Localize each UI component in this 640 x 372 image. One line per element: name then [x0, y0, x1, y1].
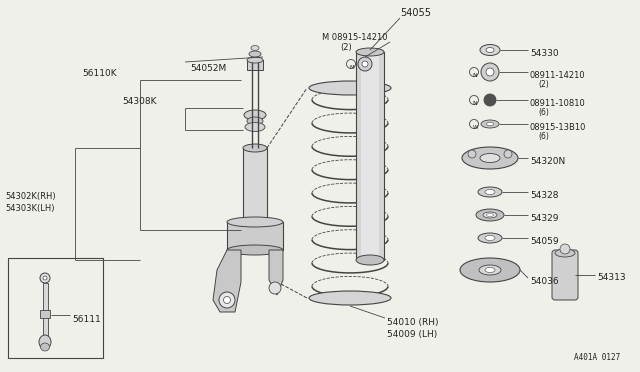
Ellipse shape — [39, 335, 51, 349]
Ellipse shape — [460, 258, 520, 282]
Ellipse shape — [243, 144, 267, 152]
Ellipse shape — [485, 267, 495, 273]
Text: 54303K(LH): 54303K(LH) — [5, 203, 54, 212]
Circle shape — [43, 276, 47, 280]
Ellipse shape — [245, 122, 265, 131]
Ellipse shape — [251, 45, 259, 51]
Ellipse shape — [476, 209, 504, 221]
Polygon shape — [269, 250, 283, 295]
Circle shape — [346, 60, 355, 68]
Polygon shape — [213, 250, 241, 312]
Ellipse shape — [485, 235, 495, 241]
Ellipse shape — [483, 212, 497, 218]
Ellipse shape — [486, 48, 494, 52]
Ellipse shape — [481, 120, 499, 128]
Ellipse shape — [356, 255, 384, 265]
Ellipse shape — [227, 217, 283, 227]
Text: 08911-10810: 08911-10810 — [530, 99, 586, 108]
Ellipse shape — [486, 122, 493, 126]
Text: 54052M: 54052M — [190, 64, 227, 73]
Circle shape — [504, 150, 512, 158]
Text: 54010 (RH): 54010 (RH) — [387, 318, 438, 327]
Ellipse shape — [480, 45, 500, 55]
Circle shape — [358, 57, 372, 71]
Ellipse shape — [479, 265, 501, 275]
Circle shape — [481, 63, 499, 81]
Bar — [42, 283, 47, 338]
Ellipse shape — [485, 189, 495, 195]
Text: 54328: 54328 — [530, 190, 559, 199]
Circle shape — [484, 94, 496, 106]
Ellipse shape — [40, 343, 49, 351]
Circle shape — [468, 150, 476, 158]
Text: A401A 0127: A401A 0127 — [573, 353, 620, 362]
Text: 54009 (LH): 54009 (LH) — [387, 330, 437, 339]
Circle shape — [486, 68, 494, 76]
Text: 54302K(RH): 54302K(RH) — [5, 192, 56, 201]
Text: (2): (2) — [340, 43, 352, 52]
Ellipse shape — [249, 51, 261, 57]
Bar — [247, 60, 263, 70]
FancyBboxPatch shape — [552, 250, 578, 300]
Ellipse shape — [247, 57, 263, 63]
Text: 56110K: 56110K — [82, 69, 116, 78]
Text: M: M — [349, 65, 354, 70]
Ellipse shape — [309, 291, 391, 305]
Text: N: N — [472, 101, 477, 106]
Text: 56111: 56111 — [72, 314, 100, 324]
Text: 08915-13B10: 08915-13B10 — [530, 122, 586, 131]
Text: (2): (2) — [538, 80, 548, 89]
Ellipse shape — [356, 48, 384, 56]
Text: 54330: 54330 — [530, 48, 559, 58]
Ellipse shape — [227, 245, 283, 255]
Ellipse shape — [244, 110, 266, 120]
Text: (6): (6) — [538, 108, 549, 116]
Ellipse shape — [462, 147, 518, 169]
Ellipse shape — [480, 154, 500, 163]
Bar — [361, 56, 379, 256]
Circle shape — [470, 119, 479, 128]
Text: 08911-14210: 08911-14210 — [530, 71, 586, 80]
Text: 54036: 54036 — [530, 278, 559, 286]
Bar — [8, 258, 103, 358]
Circle shape — [219, 292, 235, 308]
Circle shape — [470, 96, 479, 105]
Ellipse shape — [309, 81, 391, 95]
Circle shape — [269, 282, 281, 294]
Bar — [40, 310, 50, 318]
Ellipse shape — [478, 233, 502, 243]
Bar — [356, 52, 384, 260]
Bar — [243, 148, 267, 222]
Text: 54320N: 54320N — [530, 157, 565, 166]
Ellipse shape — [555, 249, 575, 257]
Ellipse shape — [486, 214, 493, 217]
Circle shape — [223, 296, 230, 304]
Circle shape — [560, 244, 570, 254]
Text: 54329: 54329 — [530, 214, 559, 222]
Circle shape — [470, 67, 479, 77]
Ellipse shape — [247, 117, 263, 125]
Text: N: N — [472, 73, 477, 78]
Bar — [227, 222, 283, 250]
Text: 54055: 54055 — [400, 8, 431, 18]
Text: W: W — [472, 125, 478, 130]
Text: 54313: 54313 — [597, 273, 626, 282]
Text: M 08915-14210: M 08915-14210 — [322, 33, 387, 42]
Text: (6): (6) — [538, 131, 549, 141]
Ellipse shape — [478, 187, 502, 197]
Text: 54308K: 54308K — [122, 97, 157, 106]
Text: 54059: 54059 — [530, 237, 559, 246]
Circle shape — [40, 273, 50, 283]
Circle shape — [362, 61, 368, 67]
